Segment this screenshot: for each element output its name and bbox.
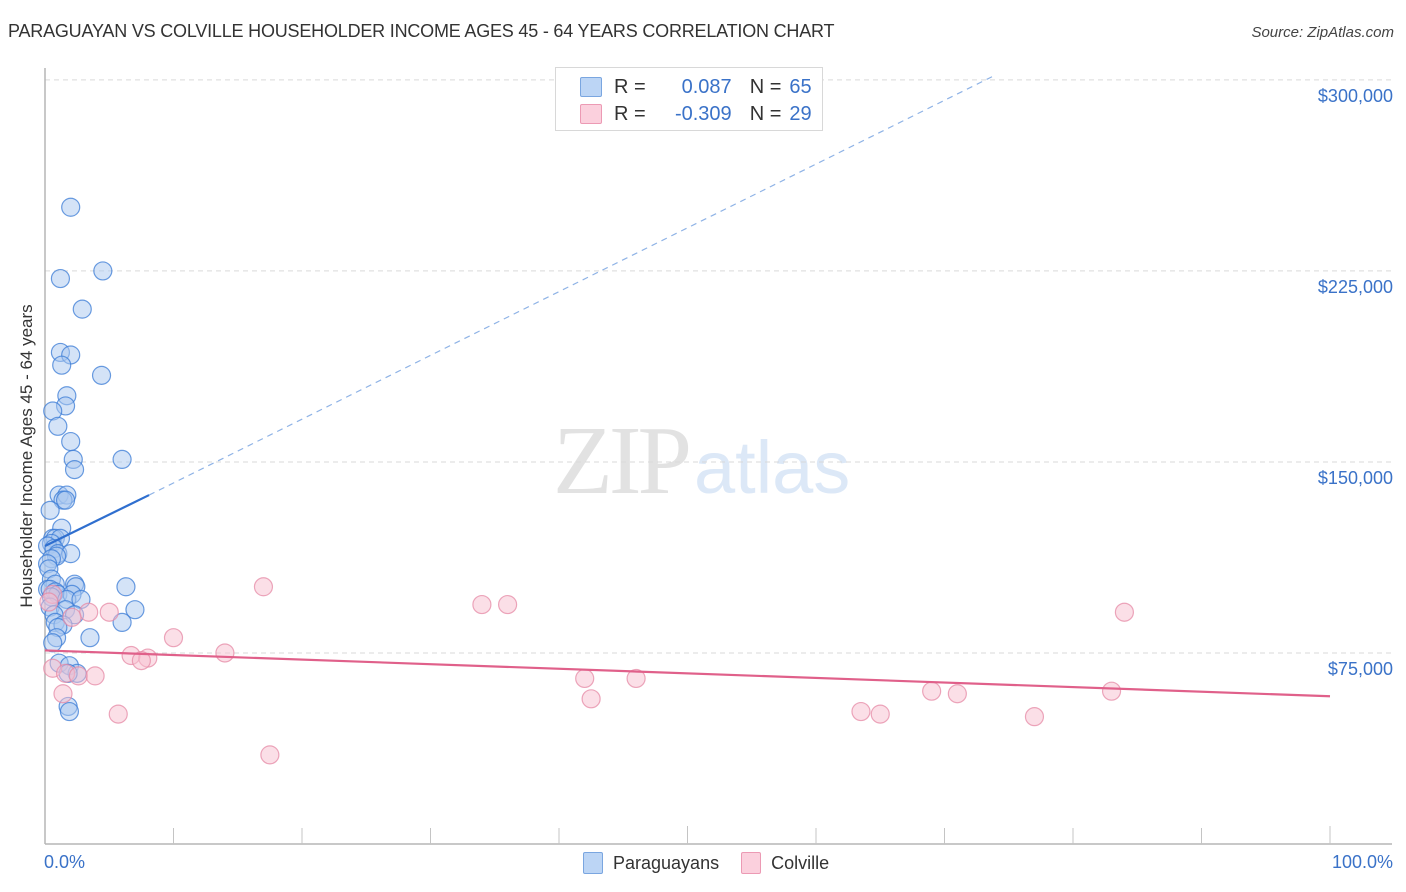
legend-label: Colville [771,852,830,873]
data-point [72,299,92,319]
data-point [125,600,145,620]
data-point [61,431,81,452]
y-tick-75000: $75,000 [1327,659,1393,679]
source-credit: Source: ZipAtlas.com [1251,24,1394,41]
r-value: -0.309 [674,102,732,125]
data-point [50,268,71,289]
data-point [40,500,60,520]
y-tick-300000: $300,000 [1317,86,1393,106]
paraguayans-trend-extension [148,74,997,496]
data-point [43,633,63,653]
data-point [253,577,274,597]
data-point [53,684,73,704]
zipatlas-watermark: ZIPatlas [553,405,850,517]
n-label: N = [749,102,782,125]
series-legend: Paraguayans Colville [583,852,851,874]
paraguayans-points [37,197,145,722]
pink-swatch-icon [741,852,762,874]
watermark-atlas: atlas [694,426,851,509]
data-point [215,643,235,663]
data-point [851,701,871,722]
data-point [922,681,942,701]
data-point [39,592,59,612]
data-point [59,701,80,722]
blue-swatch-icon [583,852,603,874]
legend-item-paraguayans: Paraguayans [583,852,719,874]
x-tick-0: 0.0% [44,852,86,872]
y-axis-label: Householder Income Ages 45 - 64 years [17,304,36,608]
chart-title: PARAGUAYAN VS COLVILLE HOUSEHOLDER INCOM… [8,21,835,41]
data-point [99,602,119,622]
data-point [947,684,967,704]
data-point [52,355,72,375]
data-point [870,704,890,724]
data-point [112,449,132,470]
data-point [1114,602,1135,622]
data-point [61,197,81,217]
data-point [1101,681,1122,701]
n-label: N = [749,75,782,98]
data-point [68,666,89,686]
legend-label: Paraguayans [613,852,720,873]
legend-row-colville: R = -0.309 N = 29 [580,102,812,126]
data-point [62,607,82,627]
data-point [79,602,99,622]
data-point [581,689,601,709]
blue-swatch-icon [580,77,602,97]
n-value: 29 [789,102,812,125]
trend-lines [44,74,1331,698]
data-point [108,704,128,724]
x-tick-100: 100.0% [1331,852,1393,872]
gridlines [45,79,1392,654]
data-point [626,668,646,689]
data-point [1024,707,1045,727]
legend-row-paraguayans: R = 0.087 N = 65 [580,75,812,99]
n-value: 65 [789,75,812,98]
data-point [260,745,280,765]
paraguayans-trend-line [44,494,150,547]
r-label: R = [614,102,646,125]
data-point [48,416,68,436]
legend-item-colville: Colville [741,852,829,874]
data-point [472,594,492,615]
y-tick-225000: $225,000 [1317,277,1393,297]
data-point [498,594,518,615]
pink-swatch-icon [580,104,602,124]
axes [44,68,1392,845]
data-point [116,577,136,597]
colville-trend-line [44,649,1331,698]
r-label: R = [614,75,646,98]
data-point [55,490,76,510]
watermark-zip: ZIP [553,407,692,515]
data-point [112,612,132,633]
data-point [131,651,151,671]
data-point [575,668,595,689]
data-point [91,365,112,385]
y-tick-150000: $150,000 [1317,468,1393,488]
data-point [85,666,105,686]
r-value: 0.087 [681,75,732,98]
data-point [64,459,85,480]
data-point [93,261,113,281]
data-point [80,628,100,648]
correlation-legend: R = 0.087 N = 65 R = -0.309 N = 29 [555,67,823,131]
data-point [163,628,184,648]
